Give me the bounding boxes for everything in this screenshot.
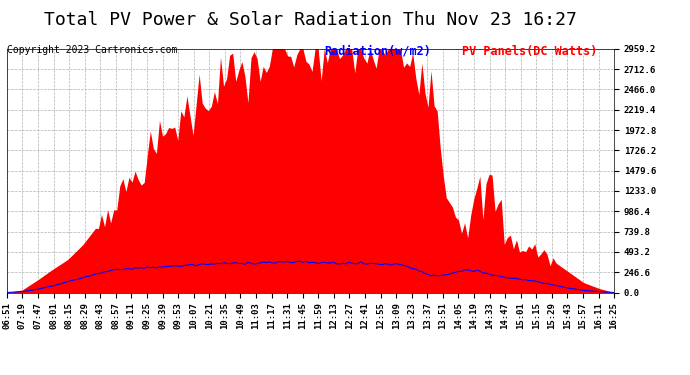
Text: Radiation(w/m2): Radiation(w/m2) [324,45,431,58]
Text: PV Panels(DC Watts): PV Panels(DC Watts) [462,45,598,58]
Text: Copyright 2023 Cartronics.com: Copyright 2023 Cartronics.com [7,45,177,55]
Text: Total PV Power & Solar Radiation Thu Nov 23 16:27: Total PV Power & Solar Radiation Thu Nov… [44,11,577,29]
